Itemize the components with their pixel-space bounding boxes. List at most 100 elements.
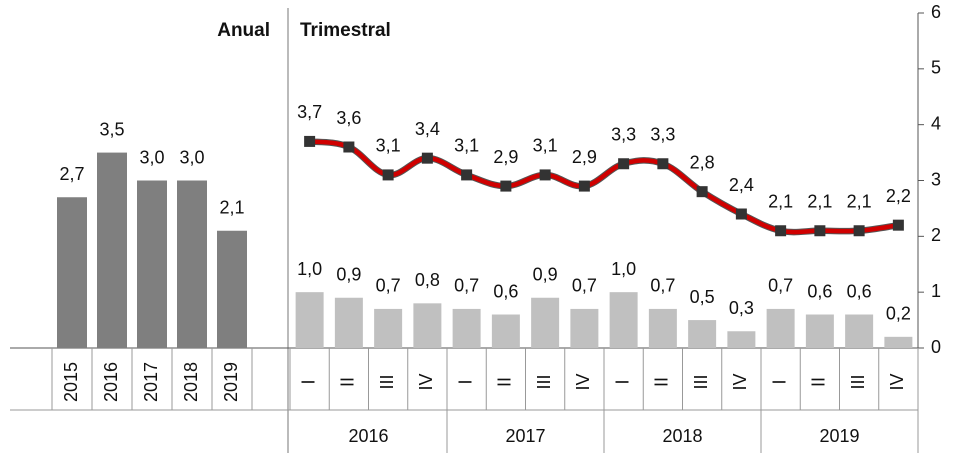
group-label: 2019 <box>819 426 859 446</box>
marker <box>657 158 669 170</box>
y-tick-label: 1 <box>931 281 941 301</box>
line <box>309 139 899 235</box>
value-label: 0,3 <box>729 298 754 318</box>
bar <box>334 297 363 348</box>
x-tick-label: I <box>769 379 789 384</box>
value-label: 3,4 <box>415 119 440 139</box>
marker <box>578 180 590 192</box>
value-label: 0,7 <box>768 276 793 296</box>
x-tick-label: II <box>338 377 358 387</box>
x-tick-label: II <box>652 377 672 387</box>
value-label: 2,7 <box>59 164 84 184</box>
bar <box>688 320 717 348</box>
x-tick-label: 2015 <box>61 362 81 402</box>
x-tick-label: 2019 <box>221 362 241 402</box>
value-label: 3,1 <box>533 136 558 156</box>
x-tick-label: IV <box>416 373 436 390</box>
bar <box>452 308 481 348</box>
value-label: 2,4 <box>729 175 754 195</box>
group-label: 2018 <box>662 426 702 446</box>
x-tick-label: IV <box>573 373 593 390</box>
marker <box>814 225 826 237</box>
bar <box>766 308 795 348</box>
value-label: 0,7 <box>454 276 479 296</box>
y-tick-label: 6 <box>931 2 941 22</box>
marker <box>461 169 473 181</box>
x-tick-label: III <box>534 374 554 389</box>
value-label: 0,5 <box>690 287 715 307</box>
value-label: 0,8 <box>415 270 440 290</box>
value-label: 2,8 <box>690 152 715 172</box>
marker <box>539 169 551 181</box>
value-label: 2,2 <box>886 186 911 206</box>
bar <box>295 292 324 348</box>
value-label: 3,6 <box>336 108 361 128</box>
y-tick-label: 4 <box>931 113 941 133</box>
value-label: 2,1 <box>807 192 832 212</box>
marker <box>735 208 747 220</box>
x-tick-label: II <box>809 377 829 387</box>
bar <box>374 308 403 348</box>
bar <box>727 331 756 348</box>
marker <box>382 169 394 181</box>
bar <box>217 230 247 348</box>
x-tick-label: IV <box>730 373 750 390</box>
value-label: 0,7 <box>572 276 597 296</box>
value-label: 2,9 <box>493 147 518 167</box>
marker <box>421 152 433 164</box>
y-tick-label: 2 <box>931 225 941 245</box>
marker <box>500 180 512 192</box>
bar <box>648 308 677 348</box>
x-tick-label: I <box>612 379 632 384</box>
marker <box>618 158 630 170</box>
panel-title: Trimestral <box>300 20 391 41</box>
bar <box>177 180 207 348</box>
value-label: 3,3 <box>611 125 636 145</box>
x-tick-label: 2016 <box>101 362 121 402</box>
marker <box>696 186 708 198</box>
value-label: 3,0 <box>179 147 204 167</box>
value-label: 1,0 <box>611 259 636 279</box>
bar <box>609 292 638 348</box>
bar <box>97 152 127 348</box>
x-tick-label: III <box>848 374 868 389</box>
value-label: 2,1 <box>219 198 244 218</box>
value-label: 0,7 <box>376 276 401 296</box>
value-label: 3,0 <box>139 147 164 167</box>
value-label: 3,5 <box>99 119 124 139</box>
y-tick-label: 0 <box>931 337 941 357</box>
value-label: 2,9 <box>572 147 597 167</box>
value-label: 0,9 <box>336 265 361 285</box>
y-tick-label: 5 <box>931 58 941 78</box>
value-label: 2,1 <box>847 192 872 212</box>
x-tick-label: III <box>691 374 711 389</box>
group-label: 2016 <box>348 426 388 446</box>
panel-title: Anual <box>217 20 270 41</box>
marker <box>343 141 355 153</box>
value-label: 2,1 <box>768 192 793 212</box>
value-label: 3,7 <box>297 102 322 122</box>
value-label: 0,9 <box>533 265 558 285</box>
x-tick-label: III <box>377 374 397 389</box>
marker <box>304 135 316 147</box>
value-label: 0,7 <box>650 276 675 296</box>
x-tick-label: 2017 <box>141 362 161 402</box>
x-tick-label: I <box>455 379 475 384</box>
value-label: 3,1 <box>454 136 479 156</box>
bar <box>531 297 560 348</box>
x-tick-label: I <box>298 379 318 384</box>
group-label: 2017 <box>505 426 545 446</box>
value-label: 0,6 <box>493 281 518 301</box>
x-tick-label: II <box>495 377 515 387</box>
bar <box>413 303 442 348</box>
bar <box>57 197 87 348</box>
bar <box>137 180 167 348</box>
bar <box>884 336 913 348</box>
value-label: 1,0 <box>297 259 322 279</box>
marker <box>853 225 865 237</box>
bar <box>805 314 834 348</box>
value-label: 0,6 <box>847 281 872 301</box>
x-tick-label: 2018 <box>181 362 201 402</box>
x-tick-label: IV <box>887 373 907 390</box>
